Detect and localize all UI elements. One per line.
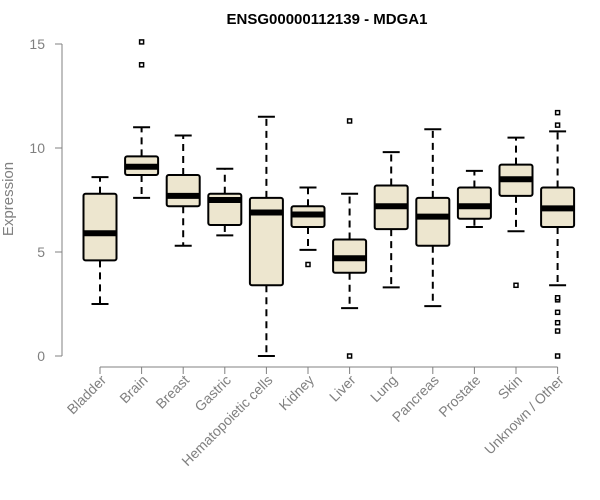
box-group xyxy=(248,115,284,357)
box-group xyxy=(498,136,534,289)
box-iqr xyxy=(165,174,201,208)
box-group xyxy=(373,151,409,289)
outlier-point xyxy=(138,62,145,68)
y-tick-label: 0 xyxy=(37,348,45,364)
y-axis: 0 5 10 15 xyxy=(29,36,63,364)
box-group xyxy=(540,109,576,359)
box-iqr xyxy=(456,186,492,220)
outlier-point xyxy=(346,118,353,124)
y-tick-label: 10 xyxy=(29,140,45,156)
y-tick-label: 5 xyxy=(37,244,45,260)
box-group xyxy=(415,128,451,308)
x-tick-label: Kidney xyxy=(276,372,318,414)
outlier-point xyxy=(138,39,145,45)
x-tick-label: Breast xyxy=(152,372,192,412)
x-tick-label: Lung xyxy=(367,372,400,405)
x-tick-label: Bladder xyxy=(64,372,110,418)
box-iqr xyxy=(82,192,118,262)
x-tick-label: Prostate xyxy=(435,372,483,420)
y-tick-label: 15 xyxy=(29,36,45,52)
outlier-point xyxy=(513,282,519,289)
x-tick-label: Brain xyxy=(116,372,150,406)
x-tick-label: Skin xyxy=(495,372,526,403)
outlier-point xyxy=(346,353,353,359)
box-iqr xyxy=(415,196,451,247)
box-group xyxy=(82,176,118,305)
box-group xyxy=(456,169,492,229)
outlier-point xyxy=(305,261,311,268)
y-axis-label: Expression xyxy=(0,162,17,236)
box-group xyxy=(165,134,201,247)
outlier-point xyxy=(554,309,561,316)
chart-title: ENSG00000112139 - MDGA1 xyxy=(227,11,428,28)
box-group xyxy=(332,118,368,359)
box-iqr xyxy=(248,196,284,287)
outlier-point xyxy=(554,353,561,359)
outlier-point xyxy=(554,109,561,116)
box-group xyxy=(290,186,326,268)
box-group xyxy=(207,167,243,237)
outlier-point xyxy=(554,122,561,128)
outlier-point xyxy=(554,328,561,334)
outlier-point xyxy=(554,319,561,326)
x-tick-label: Liver xyxy=(326,372,359,405)
box-series xyxy=(82,39,576,359)
box-group xyxy=(124,39,160,199)
outlier-point xyxy=(554,295,561,301)
x-tick-label: Unknown / Other xyxy=(481,372,567,458)
